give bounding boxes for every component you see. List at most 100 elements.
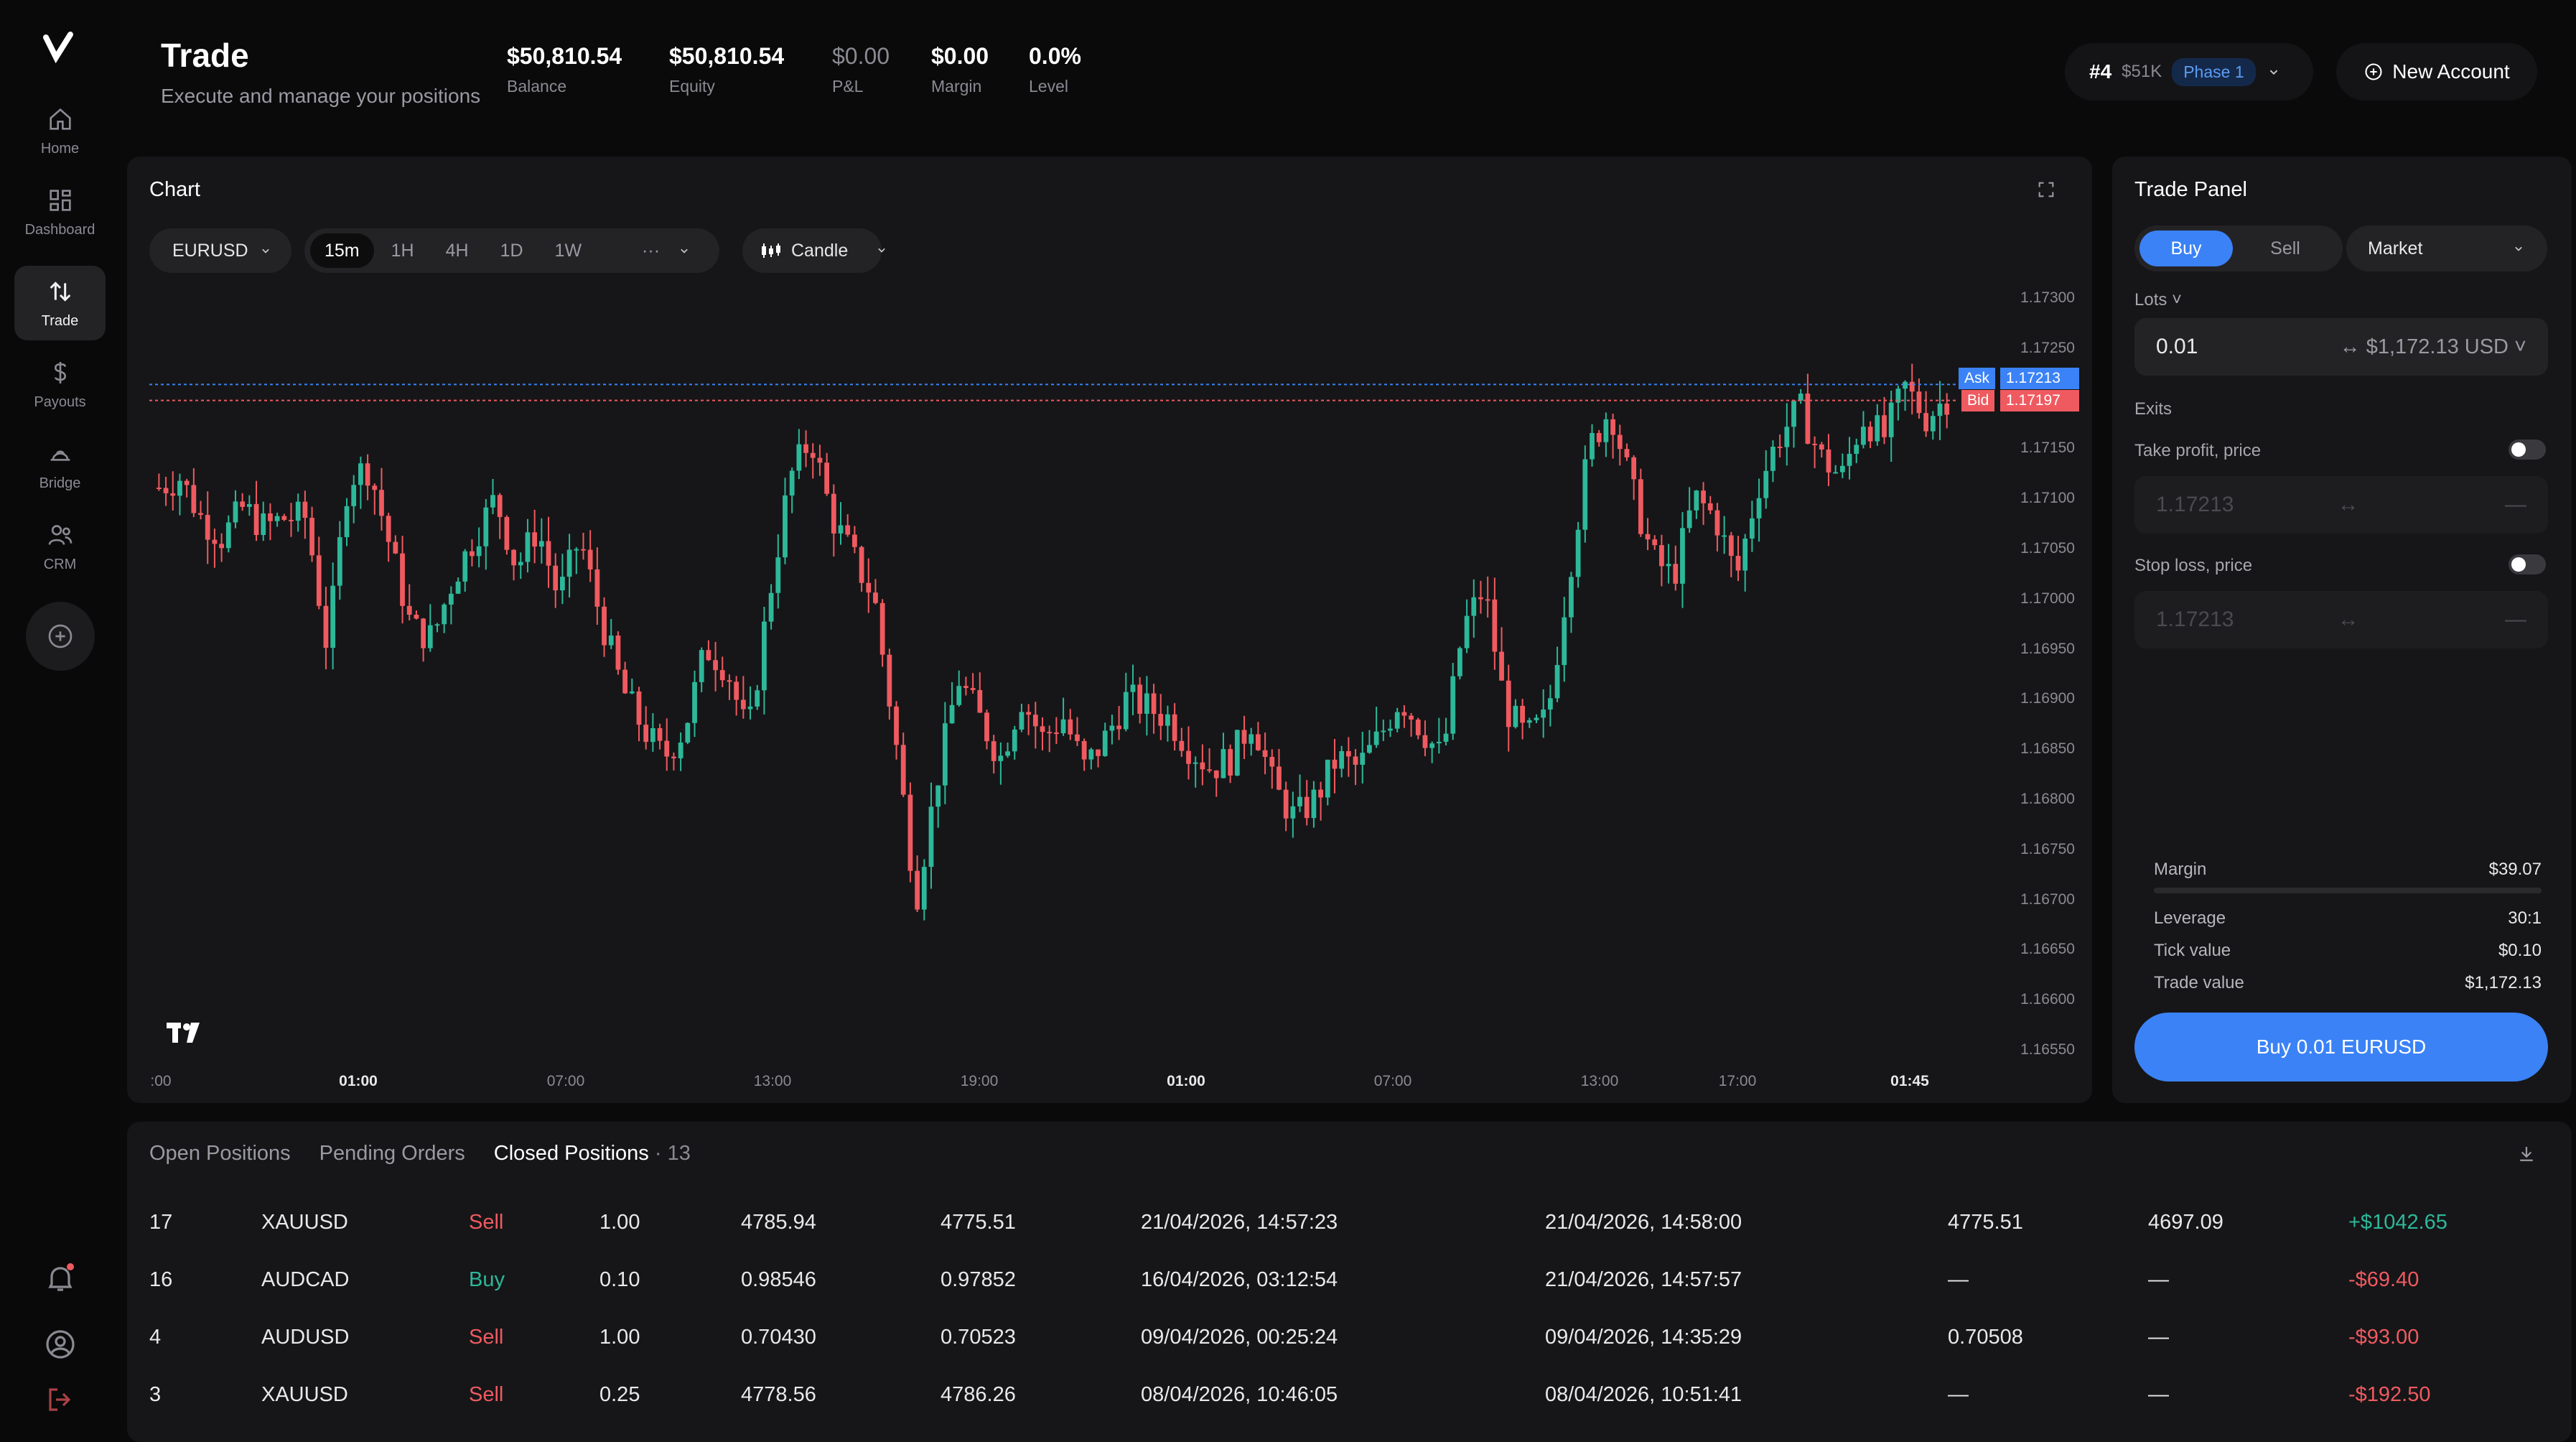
candle-body	[1749, 518, 1755, 539]
take-profit-toggle[interactable]	[2509, 439, 2546, 460]
trade-panel-title: Trade Panel	[2134, 178, 2247, 201]
candle-body	[1839, 465, 1845, 473]
candle-body	[337, 536, 342, 586]
candle-body	[1088, 749, 1094, 760]
candle-body	[984, 712, 989, 742]
fullscreen-icon[interactable]	[2036, 180, 2056, 200]
new-account-button[interactable]: New Account	[2336, 43, 2537, 101]
bell-icon[interactable]	[43, 1261, 78, 1296]
timeframe-1d[interactable]: 1D	[500, 240, 523, 261]
candle-body	[970, 688, 976, 690]
lots-label-text: Lots	[2134, 290, 2167, 310]
profile-icon[interactable]	[43, 1327, 78, 1362]
logout-icon[interactable]	[43, 1382, 78, 1417]
tradingview-logo[interactable]	[165, 1020, 211, 1046]
candle-body	[1047, 732, 1053, 734]
nav-payouts-label: Payouts	[34, 394, 86, 410]
table-row[interactable]: 3 XAUUSD Sell 0.25 4778.56 4786.26 08/04/2026,…	[149, 1373, 2569, 1416]
y-tick-label: 1.16550	[2020, 1041, 2075, 1058]
candle-body	[1060, 719, 1066, 734]
lots-usd-converter[interactable]: ↔ $1,172.13 USD ˅	[2339, 335, 2526, 358]
candle-body	[1297, 796, 1302, 806]
download-icon[interactable]	[2516, 1143, 2537, 1165]
lots-label[interactable]: Lots ˅	[2134, 290, 2183, 310]
candle-body	[1903, 381, 1908, 389]
candlestick-chart[interactable]	[149, 287, 1959, 1063]
submit-order-button[interactable]: Buy 0.01 EURUSD	[2134, 1013, 2548, 1082]
summary-margin-value: $39.07	[2488, 860, 2542, 879]
candle-body	[991, 741, 997, 761]
summary-leverage-value: 30:1	[2508, 908, 2542, 928]
ask-price: 1.17213	[2000, 368, 2079, 389]
cell-sl: —	[2148, 1326, 2169, 1349]
cell-closed: 21/04/2026, 14:57:57	[1545, 1268, 1742, 1291]
stop-loss-toggle[interactable]	[2509, 554, 2546, 575]
candle-body	[442, 604, 447, 625]
candle-body	[1394, 712, 1400, 729]
add-button[interactable]	[26, 602, 95, 671]
cell-tp: 0.70508	[1948, 1326, 2023, 1349]
timeframe-1h[interactable]: 1H	[391, 240, 414, 261]
nav-home[interactable]: Home	[14, 93, 106, 168]
margin-bar	[2154, 888, 2542, 893]
candle-body	[1541, 710, 1546, 718]
candle-body	[803, 444, 808, 453]
stat-margin-label: Margin	[931, 77, 982, 96]
candle-body	[824, 462, 830, 494]
timeframe-4h[interactable]: 4H	[445, 240, 469, 261]
chevron-down-icon	[2515, 246, 2522, 251]
chevron-down-icon[interactable]	[874, 243, 889, 257]
candle-body	[1373, 731, 1379, 745]
chevron-down-icon[interactable]	[677, 243, 691, 258]
candle-body	[268, 513, 273, 521]
chevron-down-icon	[2269, 70, 2277, 75]
y-tick-label: 1.16950	[2020, 640, 2075, 657]
take-profit-input[interactable]: 1.17213 ↔ —	[2134, 476, 2548, 534]
timeframe-more[interactable]: ···	[642, 240, 661, 261]
candle-body	[1944, 404, 1950, 415]
tab-open-positions[interactable]: Open Positions	[149, 1142, 291, 1165]
account-selector[interactable]: #4 $51K Phase 1	[2065, 43, 2313, 101]
candle-body	[685, 722, 691, 743]
sell-tab[interactable]: Sell	[2270, 238, 2300, 259]
table-row[interactable]: 17 XAUUSD Sell 1.00 4785.94 4775.51 21/04/2026…	[149, 1201, 2569, 1244]
cell-symbol: XAUUSD	[261, 1383, 348, 1406]
tab-pending-orders[interactable]: Pending Orders	[319, 1142, 465, 1165]
candle-body	[1554, 665, 1560, 699]
timeframe-15m[interactable]: 15m	[310, 233, 374, 268]
table-row[interactable]: 4 AUDUSD Sell 1.00 0.70430 0.70523 09/04/2026,…	[149, 1316, 2569, 1359]
candle-body	[518, 562, 523, 566]
order-type-select[interactable]: Market	[2346, 225, 2547, 271]
candle-body	[740, 699, 746, 710]
nav-trade[interactable]: Trade	[14, 266, 106, 340]
candle-body	[1234, 730, 1240, 776]
nav-dashboard[interactable]: Dashboard	[14, 175, 106, 249]
timeframe-1w[interactable]: 1W	[554, 240, 582, 261]
stop-loss-input[interactable]: 1.17213 ↔ —	[2134, 591, 2548, 648]
chart-type-selector[interactable]: Candle	[742, 228, 882, 273]
candle-body	[1290, 806, 1296, 819]
candle-body	[1422, 735, 1428, 748]
tab-closed-positions[interactable]: Closed Positions · 13	[494, 1142, 691, 1166]
nav-bridge[interactable]: Bridge	[14, 428, 106, 503]
candle-body	[157, 487, 162, 489]
symbol-selector[interactable]: EURUSD	[149, 228, 291, 273]
candle-body	[1714, 510, 1720, 536]
candle-body	[1596, 432, 1602, 442]
candle-body	[1631, 457, 1637, 480]
y-tick-label: 1.17050	[2020, 540, 2075, 557]
candle-body	[1638, 479, 1643, 534]
candle-body	[1277, 766, 1282, 790]
nav-crm-label: CRM	[43, 556, 77, 572]
candle-body	[1478, 597, 1483, 600]
nav-payouts[interactable]: Payouts	[14, 347, 106, 422]
stat-level-value: 0.0%	[1029, 43, 1081, 69]
lots-input[interactable]: 0.01 ↔ $1,172.13 USD ˅	[2134, 318, 2548, 376]
brand-logo[interactable]	[42, 32, 79, 63]
nav-crm[interactable]: CRM	[14, 509, 106, 584]
table-row[interactable]: 16 AUDCAD Buy 0.10 0.98546 0.97852 16/04/2026,…	[149, 1258, 2569, 1301]
chevron-down-icon	[261, 248, 269, 253]
buy-tab[interactable]: Buy	[2139, 231, 2233, 266]
candle-body	[1075, 734, 1080, 741]
y-tick-label: 1.16650	[2020, 941, 2075, 958]
